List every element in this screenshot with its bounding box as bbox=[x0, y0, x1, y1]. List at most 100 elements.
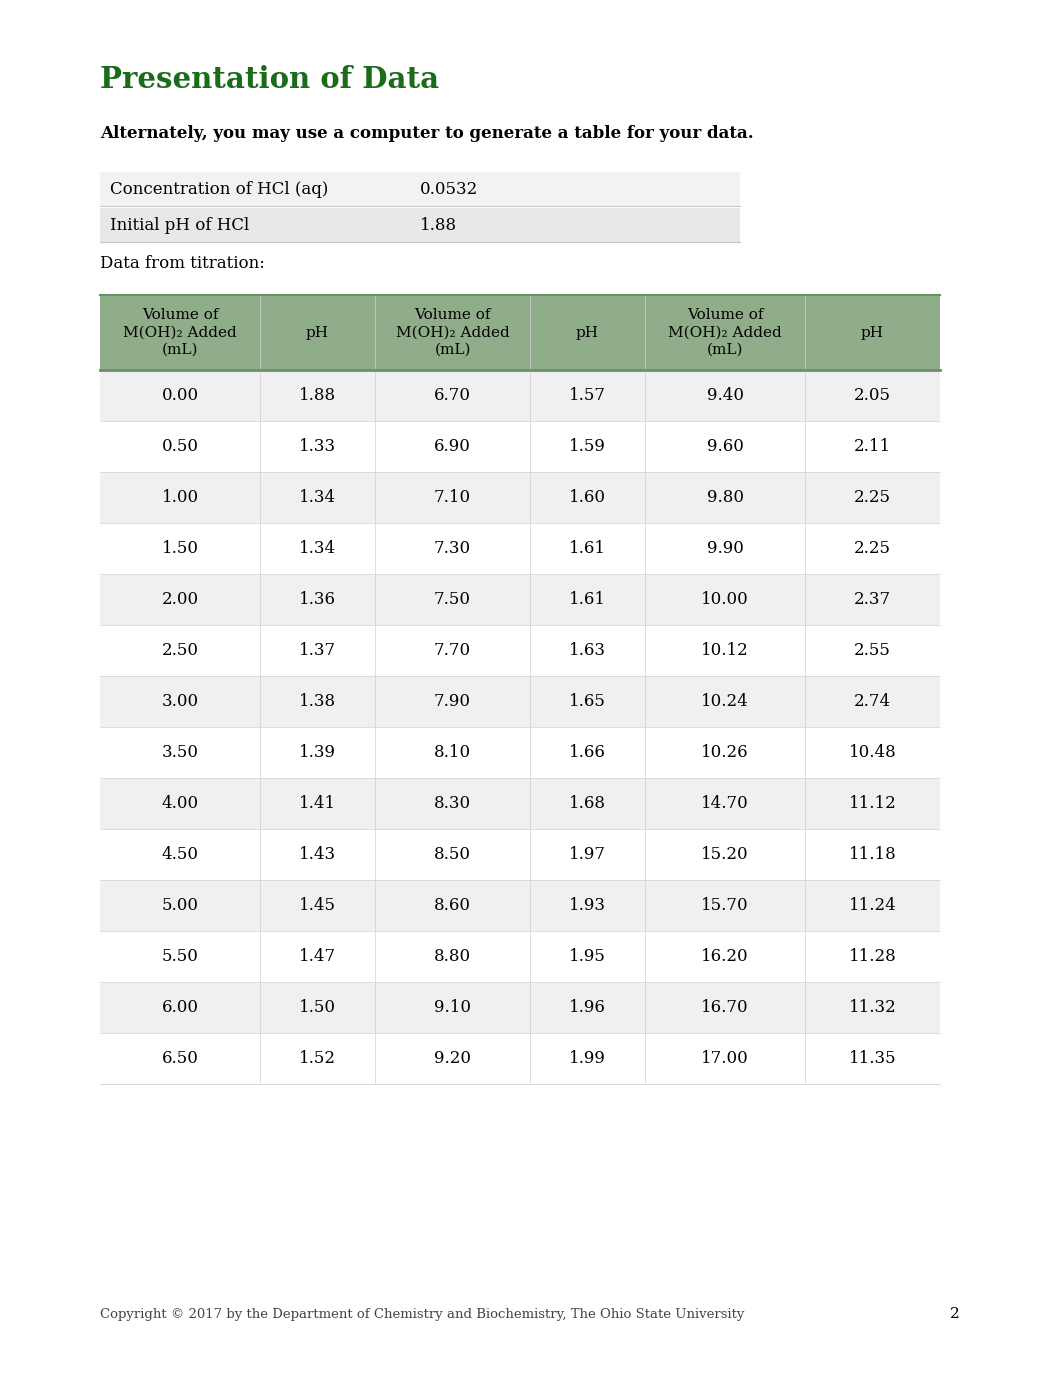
Text: 3.50: 3.50 bbox=[161, 744, 199, 761]
Text: 1.59: 1.59 bbox=[569, 438, 606, 455]
Bar bbox=[100, 294, 940, 370]
Text: 1.65: 1.65 bbox=[569, 694, 606, 710]
Text: 7.10: 7.10 bbox=[434, 488, 472, 506]
Bar bbox=[100, 1033, 940, 1084]
Text: 1.50: 1.50 bbox=[299, 999, 336, 1015]
Text: 1.96: 1.96 bbox=[569, 999, 606, 1015]
Text: 14.70: 14.70 bbox=[701, 795, 749, 812]
Text: 16.20: 16.20 bbox=[701, 948, 749, 965]
Text: 8.80: 8.80 bbox=[434, 948, 472, 965]
Text: 1.37: 1.37 bbox=[298, 643, 336, 659]
Bar bbox=[100, 727, 940, 777]
Text: 7.30: 7.30 bbox=[434, 539, 472, 557]
Text: 1.00: 1.00 bbox=[161, 488, 199, 506]
Text: pH: pH bbox=[861, 326, 884, 340]
Text: 1.50: 1.50 bbox=[161, 539, 199, 557]
Text: 4.00: 4.00 bbox=[161, 795, 199, 812]
Text: 2.25: 2.25 bbox=[854, 488, 891, 506]
Text: 1.97: 1.97 bbox=[569, 846, 606, 863]
Text: 9.60: 9.60 bbox=[706, 438, 743, 455]
Bar bbox=[100, 370, 940, 421]
Text: 1.43: 1.43 bbox=[298, 846, 336, 863]
Text: 7.90: 7.90 bbox=[434, 694, 472, 710]
Text: pH: pH bbox=[576, 326, 599, 340]
Text: 9.40: 9.40 bbox=[706, 387, 743, 405]
Bar bbox=[100, 828, 940, 881]
Text: 1.95: 1.95 bbox=[569, 948, 606, 965]
Text: 10.24: 10.24 bbox=[701, 694, 749, 710]
Text: 2.55: 2.55 bbox=[854, 643, 891, 659]
Text: 1.88: 1.88 bbox=[298, 387, 336, 405]
Text: 11.24: 11.24 bbox=[849, 897, 896, 914]
Text: 1.61: 1.61 bbox=[569, 539, 606, 557]
Text: 1.57: 1.57 bbox=[569, 387, 606, 405]
Bar bbox=[100, 421, 940, 472]
Text: 1.34: 1.34 bbox=[298, 539, 336, 557]
Text: 5.50: 5.50 bbox=[161, 948, 199, 965]
Text: 8.60: 8.60 bbox=[434, 897, 472, 914]
Text: 10.12: 10.12 bbox=[701, 643, 749, 659]
Text: 2.74: 2.74 bbox=[854, 694, 891, 710]
Text: 3.00: 3.00 bbox=[161, 694, 199, 710]
Text: 1.93: 1.93 bbox=[569, 897, 606, 914]
Text: Volume of
M(OH)₂ Added
(mL): Volume of M(OH)₂ Added (mL) bbox=[396, 308, 510, 356]
Text: 4.50: 4.50 bbox=[161, 846, 199, 863]
Bar bbox=[100, 932, 940, 982]
Text: 15.70: 15.70 bbox=[701, 897, 749, 914]
Text: 6.70: 6.70 bbox=[434, 387, 472, 405]
Text: 11.35: 11.35 bbox=[849, 1050, 896, 1066]
Text: 6.90: 6.90 bbox=[434, 438, 470, 455]
Text: 11.18: 11.18 bbox=[849, 846, 896, 863]
Bar bbox=[100, 523, 940, 574]
Text: 2: 2 bbox=[950, 1307, 960, 1321]
Text: 1.47: 1.47 bbox=[298, 948, 336, 965]
Text: 1.60: 1.60 bbox=[569, 488, 606, 506]
Text: 2.25: 2.25 bbox=[854, 539, 891, 557]
Text: 1.33: 1.33 bbox=[298, 438, 336, 455]
Text: 2.11: 2.11 bbox=[854, 438, 891, 455]
Text: 1.52: 1.52 bbox=[299, 1050, 336, 1066]
Bar bbox=[100, 982, 940, 1033]
Bar bbox=[100, 625, 940, 676]
Text: 17.00: 17.00 bbox=[701, 1050, 749, 1066]
Text: Data from titration:: Data from titration: bbox=[100, 255, 264, 272]
Bar bbox=[100, 208, 740, 242]
Text: Initial pH of HCl: Initial pH of HCl bbox=[110, 216, 250, 234]
Text: 1.39: 1.39 bbox=[299, 744, 336, 761]
Text: 8.50: 8.50 bbox=[434, 846, 472, 863]
Text: 9.10: 9.10 bbox=[434, 999, 472, 1015]
Text: 9.20: 9.20 bbox=[434, 1050, 472, 1066]
Bar bbox=[100, 574, 940, 625]
Text: 2.37: 2.37 bbox=[854, 592, 891, 608]
Text: Presentation of Data: Presentation of Data bbox=[100, 65, 439, 94]
Text: 11.12: 11.12 bbox=[849, 795, 896, 812]
Text: 1.68: 1.68 bbox=[569, 795, 606, 812]
Text: Volume of
M(OH)₂ Added
(mL): Volume of M(OH)₂ Added (mL) bbox=[668, 308, 782, 356]
Text: 0.00: 0.00 bbox=[161, 387, 199, 405]
Text: 8.10: 8.10 bbox=[434, 744, 472, 761]
Text: 1.66: 1.66 bbox=[569, 744, 606, 761]
Text: 9.90: 9.90 bbox=[706, 539, 743, 557]
Bar bbox=[100, 676, 940, 727]
Text: 7.50: 7.50 bbox=[434, 592, 472, 608]
Text: 8.30: 8.30 bbox=[434, 795, 472, 812]
Text: 2.50: 2.50 bbox=[161, 643, 199, 659]
Text: 0.0532: 0.0532 bbox=[419, 180, 478, 198]
Text: Copyright © 2017 by the Department of Chemistry and Biochemistry, The Ohio State: Copyright © 2017 by the Department of Ch… bbox=[100, 1309, 744, 1321]
Text: Concentration of HCl (aq): Concentration of HCl (aq) bbox=[110, 180, 328, 198]
Text: 11.28: 11.28 bbox=[849, 948, 896, 965]
Text: Alternately, you may use a computer to generate a table for your data.: Alternately, you may use a computer to g… bbox=[100, 125, 754, 142]
Text: 1.88: 1.88 bbox=[419, 216, 457, 234]
Bar bbox=[100, 172, 740, 206]
Text: 10.48: 10.48 bbox=[849, 744, 896, 761]
Text: 6.50: 6.50 bbox=[161, 1050, 199, 1066]
Bar bbox=[100, 472, 940, 523]
Text: 16.70: 16.70 bbox=[701, 999, 749, 1015]
Text: 2.00: 2.00 bbox=[161, 592, 199, 608]
Text: 2.05: 2.05 bbox=[854, 387, 891, 405]
Text: pH: pH bbox=[306, 326, 329, 340]
Text: 10.00: 10.00 bbox=[701, 592, 749, 608]
Text: 1.61: 1.61 bbox=[569, 592, 606, 608]
Bar bbox=[100, 777, 940, 828]
Text: 1.63: 1.63 bbox=[569, 643, 606, 659]
